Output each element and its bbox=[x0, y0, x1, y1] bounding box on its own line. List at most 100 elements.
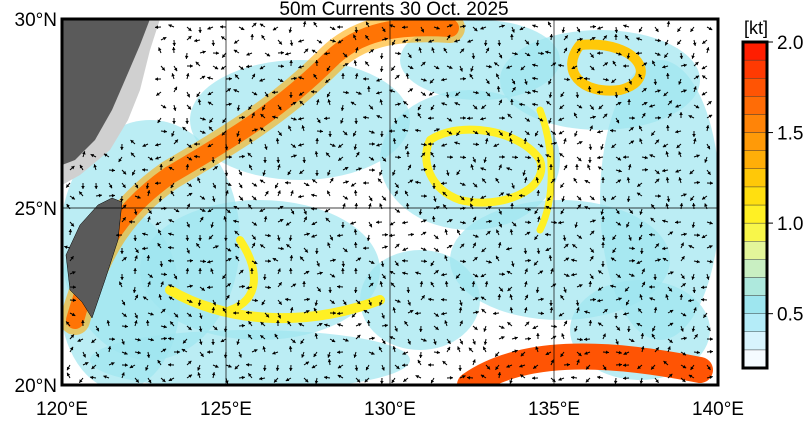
current-arrow bbox=[532, 63, 539, 68]
current-arrow bbox=[272, 26, 279, 31]
colorbar-bin bbox=[742, 295, 768, 314]
current-arrow bbox=[678, 78, 682, 85]
current-arrow bbox=[197, 98, 202, 106]
current-arrow bbox=[160, 377, 166, 383]
current-arrow bbox=[315, 169, 319, 177]
current-arrow bbox=[198, 325, 203, 332]
current-arrow bbox=[481, 308, 487, 314]
current-arrow bbox=[638, 125, 643, 132]
current-arrow bbox=[417, 112, 422, 119]
current-arrow bbox=[251, 298, 259, 303]
current-arrow bbox=[648, 285, 656, 289]
current-arrow bbox=[167, 336, 175, 341]
current-arrow bbox=[375, 220, 383, 225]
current-arrow bbox=[498, 164, 502, 171]
current-arrow bbox=[628, 259, 636, 263]
current-arrow bbox=[433, 195, 437, 202]
current-arrow bbox=[134, 377, 140, 383]
current-arrow bbox=[225, 182, 232, 187]
current-arrow bbox=[481, 178, 487, 184]
current-arrow bbox=[431, 215, 436, 223]
current-arrow bbox=[82, 151, 86, 158]
current-arrow bbox=[459, 338, 464, 345]
current-arrow bbox=[612, 247, 617, 254]
current-arrow bbox=[433, 350, 441, 355]
current-arrow bbox=[186, 221, 190, 228]
current-arrow bbox=[394, 182, 400, 189]
current-arrow bbox=[576, 351, 582, 357]
current-arrow bbox=[468, 347, 474, 353]
current-arrow bbox=[497, 39, 502, 47]
current-arrow bbox=[222, 273, 227, 280]
current-arrow bbox=[353, 228, 358, 236]
current-arrow bbox=[276, 156, 280, 164]
current-arrow bbox=[446, 34, 451, 41]
current-arrow bbox=[197, 364, 201, 371]
current-arrow bbox=[376, 91, 383, 95]
current-arrow bbox=[467, 39, 474, 43]
current-arrow bbox=[121, 372, 125, 379]
current-arrow bbox=[444, 229, 449, 236]
current-arrow bbox=[245, 64, 253, 69]
current-arrow bbox=[446, 169, 450, 176]
current-arrow bbox=[611, 78, 617, 84]
current-arrow bbox=[612, 234, 617, 241]
current-arrow bbox=[589, 247, 595, 253]
current-arrow bbox=[392, 307, 397, 314]
current-arrow bbox=[676, 143, 682, 149]
current-arrow bbox=[511, 78, 516, 85]
current-arrow bbox=[134, 182, 139, 189]
current-arrow bbox=[121, 351, 128, 355]
current-arrow bbox=[342, 195, 349, 200]
current-arrow bbox=[289, 364, 293, 372]
current-arrow bbox=[677, 26, 682, 33]
current-arrow bbox=[285, 221, 292, 226]
current-arrow bbox=[303, 297, 310, 302]
colorbar-bin bbox=[742, 96, 768, 115]
current-arrow bbox=[420, 338, 427, 342]
current-arrow bbox=[303, 208, 307, 215]
current-arrow bbox=[648, 232, 656, 237]
current-arrow bbox=[494, 351, 500, 357]
colorbar-bin bbox=[742, 313, 768, 332]
current-arrow bbox=[108, 182, 113, 189]
current-arrow bbox=[168, 296, 175, 301]
current-arrow bbox=[506, 193, 513, 197]
current-arrow bbox=[324, 323, 331, 327]
current-arrow bbox=[524, 130, 530, 136]
current-arrow bbox=[328, 286, 332, 294]
current-arrow bbox=[212, 325, 218, 331]
current-arrow bbox=[407, 52, 412, 59]
current-arrow bbox=[158, 47, 162, 54]
current-arrow bbox=[366, 319, 371, 327]
current-arrow bbox=[428, 39, 435, 43]
current-arrow bbox=[355, 47, 359, 54]
current-arrow bbox=[354, 117, 358, 125]
current-arrow bbox=[157, 117, 162, 124]
current-arrow bbox=[316, 99, 320, 106]
current-arrow bbox=[342, 299, 347, 306]
current-arrow bbox=[482, 346, 487, 353]
current-arrow bbox=[366, 234, 371, 242]
current-arrow bbox=[249, 138, 253, 145]
current-arrow bbox=[355, 377, 361, 383]
current-arrow bbox=[247, 104, 253, 111]
current-arrow bbox=[290, 338, 296, 344]
current-arrow bbox=[195, 61, 201, 67]
current-arrow bbox=[680, 282, 687, 288]
map-title: 50m Currents 30 Oct. 2025 bbox=[279, 0, 508, 20]
current-arrow bbox=[313, 307, 318, 314]
strong-current-band bbox=[226, 236, 258, 314]
current-arrow bbox=[389, 270, 396, 275]
current-arrow bbox=[458, 364, 462, 372]
current-arrow bbox=[108, 168, 116, 173]
current-arrow bbox=[466, 375, 474, 380]
current-arrow bbox=[626, 195, 631, 203]
current-arrow bbox=[274, 182, 279, 189]
current-arrow bbox=[667, 309, 674, 314]
current-arrow bbox=[615, 169, 622, 173]
current-arrow bbox=[576, 76, 583, 80]
current-arrow bbox=[654, 178, 660, 184]
current-arrow bbox=[337, 364, 344, 369]
current-arrow bbox=[207, 260, 214, 264]
